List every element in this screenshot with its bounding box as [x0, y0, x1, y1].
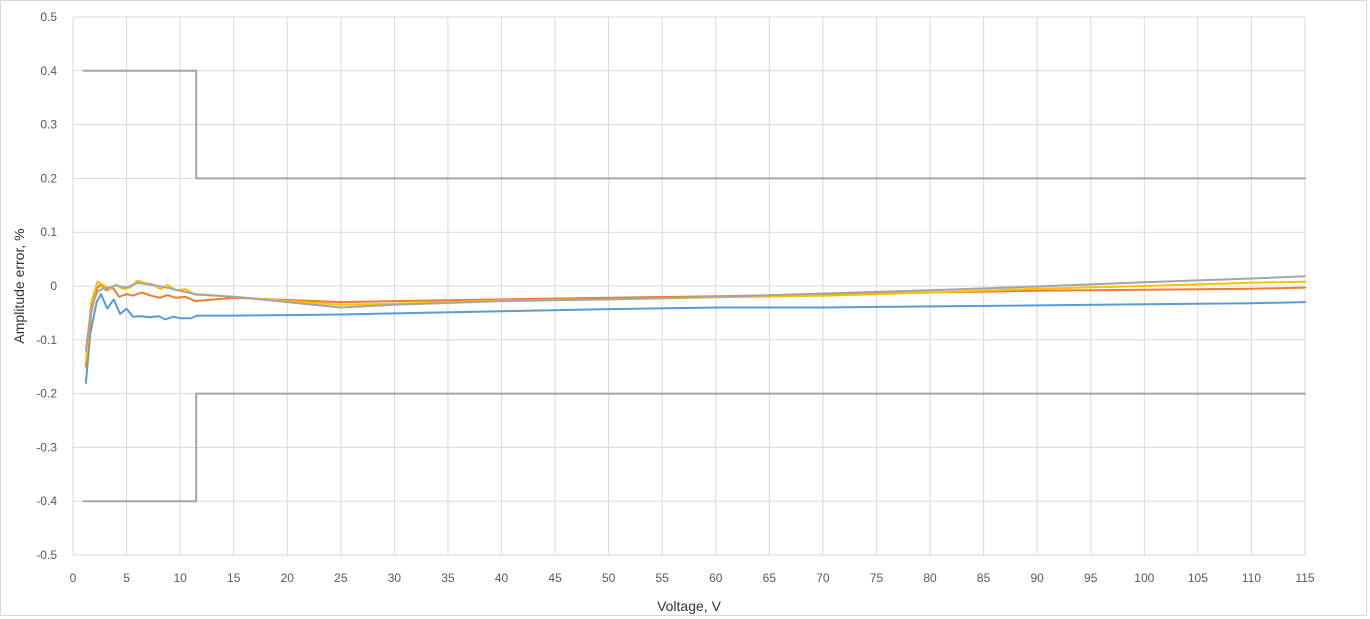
x-tick-label: 105	[1188, 571, 1208, 585]
series-line-1	[82, 69, 1306, 180]
x-tick-label: 55	[656, 571, 670, 585]
x-tick-label: 0	[70, 571, 77, 585]
x-tick-label: 70	[816, 571, 830, 585]
x-tick-label: 25	[334, 571, 348, 585]
x-tick-label: 110	[1242, 571, 1261, 585]
x-tick-label: 85	[977, 571, 991, 585]
x-tick-label: 15	[227, 571, 241, 585]
x-tick-label: 90	[1030, 571, 1044, 585]
x-tick-label: 95	[1084, 571, 1098, 585]
y-tick-label: -0.5	[36, 548, 57, 562]
x-tick-label: 45	[548, 571, 562, 585]
x-tick-label: 10	[173, 571, 187, 585]
x-tick-label: 60	[709, 571, 723, 585]
x-axis-title: Voltage, V	[657, 598, 721, 614]
series-line-3	[84, 293, 1306, 384]
y-tick-label: 0.5	[40, 10, 57, 24]
y-tick-label: 0.2	[40, 171, 57, 185]
x-tick-label: 5	[123, 571, 130, 585]
x-tick-label: 75	[870, 571, 884, 585]
y-tick-label: 0.3	[40, 118, 57, 132]
y-tick-label: 0.1	[40, 225, 57, 239]
x-axis-ticks: 0 5 10 15 20 25 30 35 40 45 50 55 60 65 70 75 80 85 90 95 10…	[70, 571, 1315, 585]
y-tick-label: -0.3	[36, 440, 57, 454]
series-lines	[82, 69, 1306, 503]
series-line-2	[82, 392, 1306, 503]
x-tick-label: 20	[281, 571, 295, 585]
x-tick-label: 100	[1134, 571, 1154, 585]
x-tick-label: 115	[1295, 571, 1314, 585]
series-line-6	[84, 275, 1306, 352]
y-tick-label: -0.1	[36, 333, 57, 347]
y-tick-label: -0.2	[36, 387, 57, 401]
y-tick-label: -0.4	[36, 494, 57, 508]
x-tick-label: 50	[602, 571, 616, 585]
y-tick-label: 0.4	[40, 64, 57, 78]
y-axis-ticks: 0.5 0.4 0.3 0.2 0.1 0 -0.1 -0.2 -0.3 -0.4 -0.5	[36, 10, 57, 562]
gridlines	[72, 16, 1306, 556]
y-tick-label: 0	[50, 279, 57, 293]
x-tick-label: 65	[763, 571, 777, 585]
x-tick-label: 35	[441, 571, 455, 585]
x-tick-label: 30	[388, 571, 402, 585]
x-tick-label: 80	[923, 571, 937, 585]
y-axis-title: Amplitude error, %	[11, 228, 27, 343]
x-tick-label: 40	[495, 571, 509, 585]
